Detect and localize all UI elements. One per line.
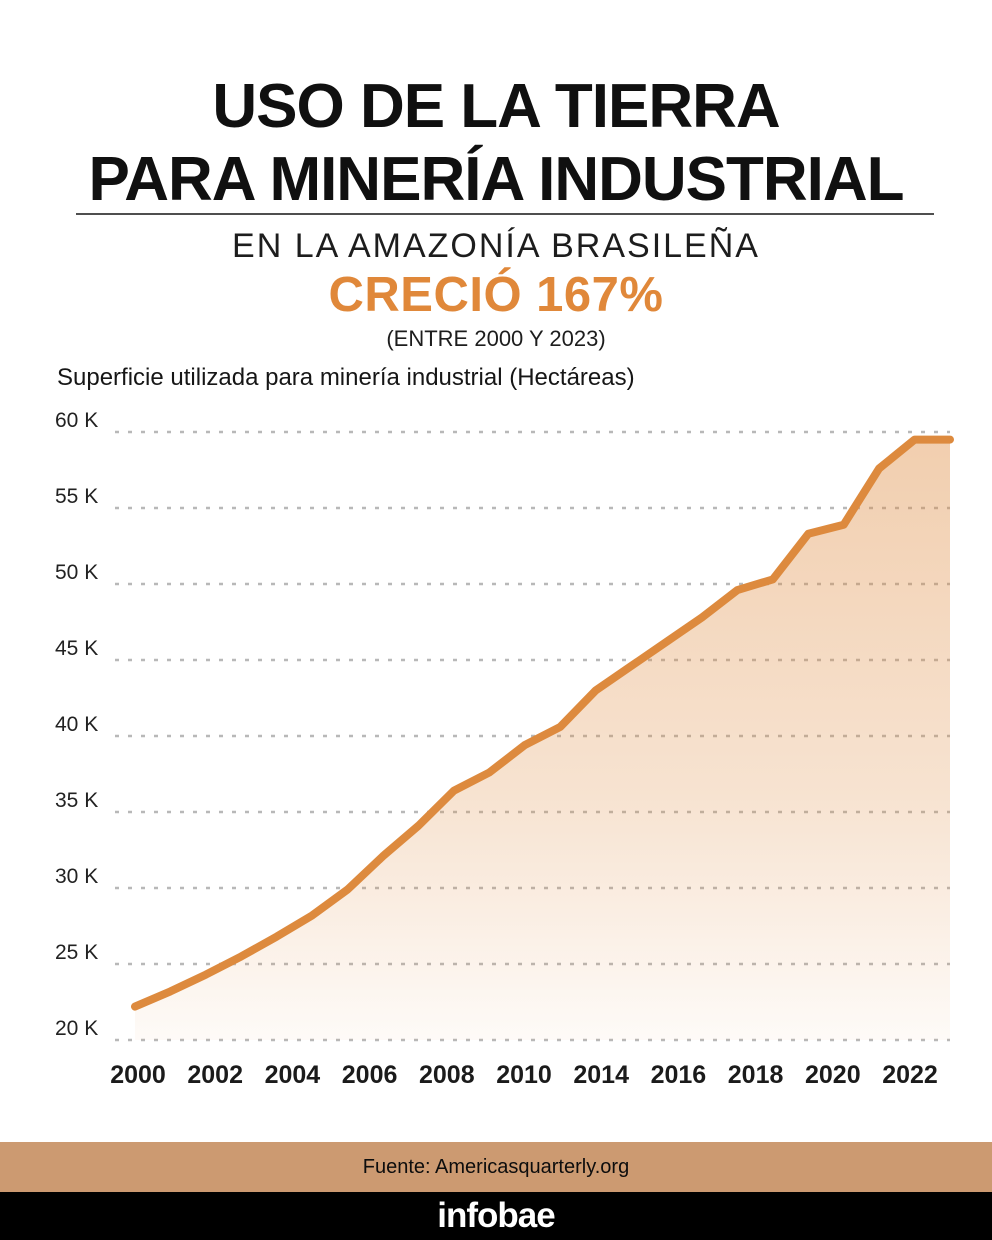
x-tick-label: 2016 [651, 1061, 707, 1089]
page-title-line2: PARA MINERÍA INDUSTRIAL [88, 145, 904, 214]
trend-line [131, 435, 954, 1011]
period-note: (ENTRE 2000 Y 2023) [386, 326, 606, 351]
growth-headline: CRECIÓ 167% [328, 268, 664, 322]
area-chart: 20 K 25 K 30 K 35 K 40 K 45 K 50 K 55 K 60 K 2000… [55, 409, 954, 1089]
x-tick-label: 2008 [419, 1061, 475, 1089]
y-tick-label: 35 K [55, 789, 98, 812]
y-tick-label: 45 K [55, 637, 98, 660]
page-title-line1: USO DE LA TIERRA [212, 72, 780, 141]
source-bar: Fuente: Americasquarterly.org [0, 1142, 992, 1192]
y-tick-label: 30 K [55, 865, 98, 888]
page-subtitle: EN LA AMAZONÍA BRASILEÑA [232, 227, 760, 265]
title-divider [76, 213, 934, 215]
x-tick-label: 2022 [882, 1061, 938, 1089]
x-tick-label: 2010 [496, 1061, 552, 1089]
x-tick-label: 2004 [265, 1061, 321, 1089]
y-tick-label: 55 K [55, 485, 98, 508]
x-tick-label: 2018 [728, 1061, 784, 1089]
brand-logo: infobae [437, 1196, 555, 1235]
page-title: USO DE LA TIERRA PARA MINERÍA INDUSTRIAL [0, 70, 992, 216]
x-tick-label: 2014 [573, 1061, 629, 1089]
y-tick-label: 60 K [55, 409, 98, 432]
source-text: Fuente: Americasquarterly.org [362, 1155, 630, 1178]
x-tick-label: 2006 [342, 1061, 398, 1089]
x-tick-label: 2020 [805, 1061, 861, 1089]
brand-bar: infobae [0, 1192, 992, 1240]
y-tick-label: 25 K [55, 941, 98, 964]
chart-title: Superficie utilizada para minería indust… [57, 364, 635, 391]
y-tick-label: 20 K [55, 1017, 98, 1040]
x-tick-label: 2002 [187, 1061, 243, 1089]
y-tick-label: 40 K [55, 713, 98, 736]
y-tick-label: 50 K [55, 561, 98, 584]
x-tick-label: 2000 [110, 1061, 166, 1089]
